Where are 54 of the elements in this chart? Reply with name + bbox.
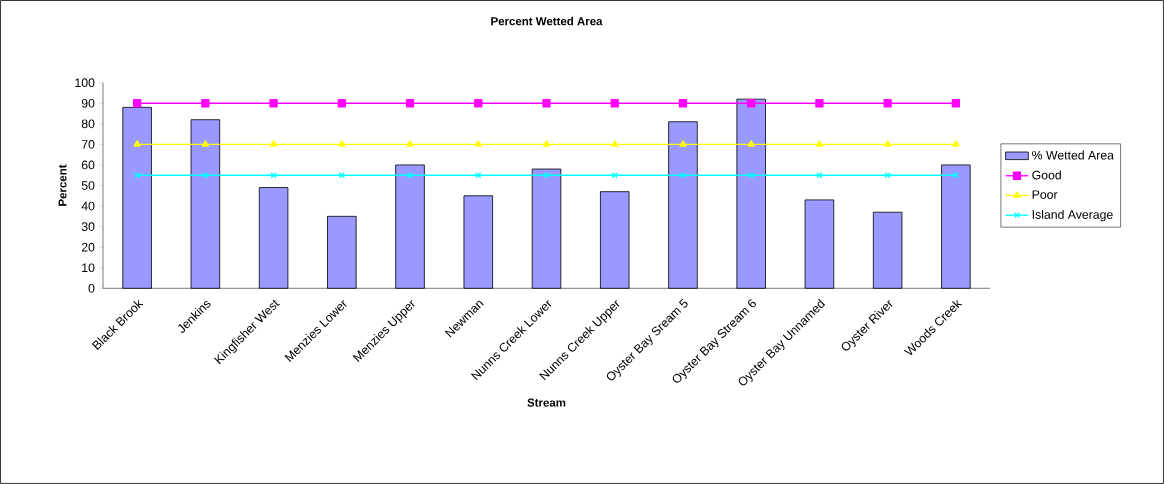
point xyxy=(474,140,482,147)
point xyxy=(269,140,278,147)
point xyxy=(201,99,210,108)
point xyxy=(542,99,551,108)
point xyxy=(406,140,414,147)
y-tick-label: 0 xyxy=(88,283,95,293)
y-tick-label: 20 xyxy=(81,242,95,252)
y-tick-label: 30 xyxy=(81,222,95,231)
chart-title: Percent Wetted Area xyxy=(491,16,603,26)
point xyxy=(611,140,619,147)
y-tick-label: 70 xyxy=(81,140,95,149)
y-tick-label: 60 xyxy=(81,160,95,170)
y-axis-title: Percent xyxy=(58,164,67,206)
point xyxy=(679,140,687,147)
point xyxy=(133,140,141,147)
point xyxy=(884,172,891,179)
point xyxy=(406,172,414,179)
legend-label: % Wetted Area xyxy=(1032,150,1114,160)
point xyxy=(883,140,892,147)
point xyxy=(883,99,892,108)
point xyxy=(338,140,346,147)
point xyxy=(134,172,141,179)
point xyxy=(679,172,687,179)
point xyxy=(337,99,346,108)
point xyxy=(678,99,688,108)
point xyxy=(747,140,755,147)
point xyxy=(747,99,756,108)
legend-label: Good xyxy=(1032,170,1061,180)
x-axis-title: Stream xyxy=(527,398,566,407)
point xyxy=(815,99,824,108)
point xyxy=(202,172,209,179)
legend-label: Island Average xyxy=(1032,209,1113,222)
point xyxy=(132,99,142,108)
y-tick-label: 90 xyxy=(81,98,95,108)
y-tick-label: 40 xyxy=(81,201,95,211)
y-tick-label: 50 xyxy=(81,181,95,190)
point xyxy=(816,172,823,179)
point xyxy=(815,140,824,147)
point xyxy=(474,99,483,108)
point xyxy=(543,172,550,179)
point xyxy=(269,99,278,108)
y-tick-label: 100 xyxy=(75,78,95,88)
legend-label: Poor xyxy=(1032,190,1058,199)
point xyxy=(201,140,210,147)
point xyxy=(542,140,551,147)
point xyxy=(610,99,619,108)
point xyxy=(952,140,960,147)
point xyxy=(405,99,415,108)
y-tick-label: 10 xyxy=(82,263,95,273)
point xyxy=(270,172,277,179)
point xyxy=(951,99,961,108)
point xyxy=(611,172,618,179)
point xyxy=(952,172,960,179)
y-tick-label: 80 xyxy=(81,119,95,129)
